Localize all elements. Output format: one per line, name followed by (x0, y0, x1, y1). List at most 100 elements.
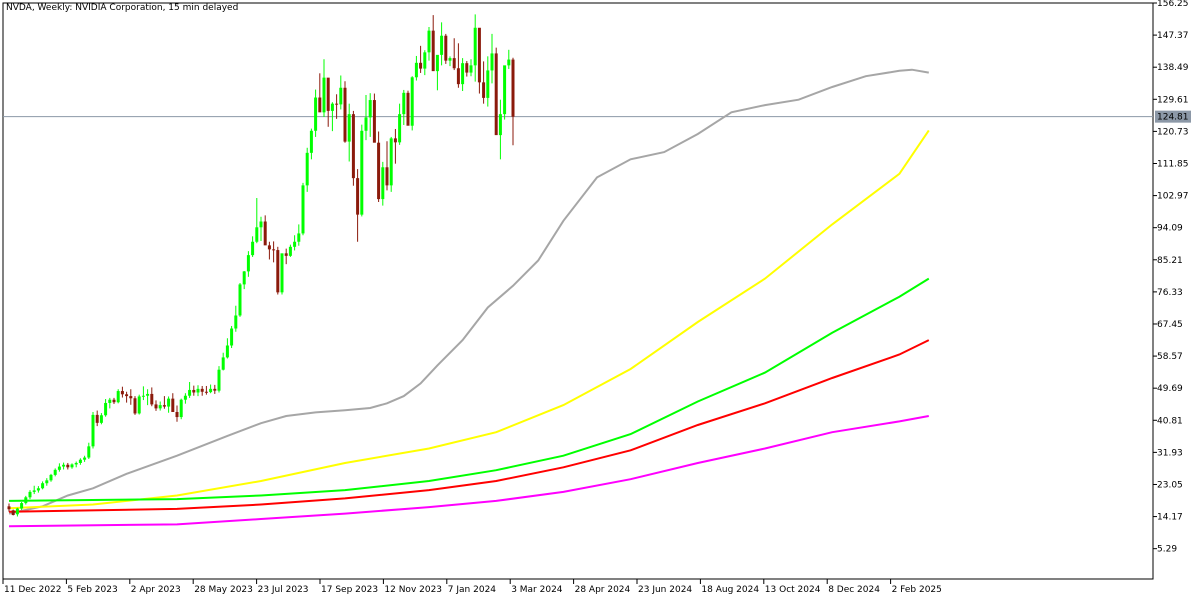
candle-body (116, 391, 120, 403)
candle-body (112, 399, 116, 403)
candle-body (66, 464, 70, 468)
candle-body (347, 114, 351, 142)
candle-body (53, 469, 57, 475)
y-tick-label: 14.17 (1157, 513, 1183, 523)
candle-body (28, 491, 32, 498)
candle-body (104, 402, 108, 416)
candle-body (74, 462, 78, 465)
candle-body (339, 87, 343, 105)
price-tag-label: 124.81 (1157, 113, 1189, 123)
candle-body (503, 65, 507, 115)
candle-body (150, 393, 154, 405)
y-tick-label: 138.49 (1157, 63, 1189, 73)
candle-body (213, 388, 217, 391)
y-tick-label: 111.85 (1157, 159, 1189, 169)
moving-average-line-3 (8, 277, 930, 502)
candle-body (99, 415, 103, 423)
candle-body (246, 255, 250, 272)
candle-body (486, 70, 490, 98)
candle-body (482, 82, 486, 98)
candle-body (95, 414, 99, 423)
candle-body (62, 464, 66, 467)
candle-body (301, 185, 305, 234)
x-tick-label: 11 Dec 2022 (4, 585, 62, 595)
candle-body (200, 388, 204, 392)
candle-body (125, 394, 129, 397)
x-tick-label: 13 Oct 2024 (765, 585, 821, 595)
candle-body (330, 103, 334, 111)
candle-body (146, 393, 150, 396)
candle-body (435, 54, 439, 72)
candle-body (36, 488, 40, 491)
y-tick-label: 147.37 (1157, 31, 1189, 41)
candle-body (406, 92, 410, 126)
candle-body (414, 62, 418, 78)
candle-body (242, 271, 246, 285)
candle-body (343, 87, 347, 142)
candle-body (179, 399, 183, 418)
y-tick-label: 76.33 (1157, 288, 1183, 298)
candle-body (57, 466, 61, 470)
candle-body (204, 391, 208, 393)
candle-body (129, 396, 133, 399)
candle-body (272, 249, 276, 251)
candle-body (137, 396, 141, 414)
candle-body (234, 315, 238, 329)
candle-body (11, 510, 15, 516)
candle-body (141, 395, 145, 397)
candle-body (49, 474, 53, 481)
candle-body (158, 405, 162, 409)
candle-body (381, 167, 385, 200)
candle-body (364, 117, 368, 131)
candle-body (427, 30, 431, 53)
x-tick-label: 23 Jun 2024 (638, 585, 692, 595)
x-tick-label: 12 Nov 2023 (384, 585, 442, 595)
candle-body (368, 100, 372, 118)
candle-body (175, 412, 179, 418)
x-tick-label: 2 Feb 2025 (892, 585, 942, 595)
candle-body (456, 68, 460, 85)
x-tick-label: 17 Sep 2023 (321, 585, 378, 595)
candle-body (267, 245, 271, 250)
candle-body (398, 114, 402, 143)
moving-average-line-1 (8, 68, 929, 515)
candle-body (351, 114, 355, 179)
y-tick-label: 85.21 (1157, 256, 1183, 266)
candle-body (162, 405, 166, 407)
plot-frame (2, 2, 1154, 580)
candle-body (335, 103, 339, 105)
candle-body (276, 250, 280, 293)
candle-body (251, 241, 255, 256)
candle-body (494, 53, 498, 136)
candle-body (461, 63, 465, 85)
candle-body (120, 391, 124, 395)
candle-body (20, 503, 24, 509)
candle-body (473, 27, 477, 66)
y-tick-label: 120.73 (1157, 127, 1189, 137)
candle-body (91, 414, 95, 447)
candle-body (440, 35, 444, 55)
candle-body (284, 253, 288, 256)
candle-body (280, 253, 284, 293)
candle-body (314, 97, 318, 131)
moving-average-line-2 (8, 129, 930, 510)
x-tick-label: 7 Jan 2024 (448, 585, 496, 595)
candle-body (209, 388, 213, 393)
candle-body (444, 35, 448, 61)
candle-body (32, 490, 36, 492)
chart-title: NVDA, Weekly: NVIDIA Corporation, 15 min… (6, 3, 239, 13)
candle-body (297, 233, 301, 242)
candle-body (498, 114, 502, 136)
x-tick-label: 8 Dec 2024 (828, 585, 880, 595)
candle-body (87, 446, 91, 458)
y-tick-label: 156.25 (1157, 0, 1189, 9)
candle-body (154, 404, 158, 409)
candle-body (477, 27, 481, 83)
candle-body (360, 130, 364, 215)
y-tick-label: 31.93 (1157, 448, 1183, 458)
candle-body (389, 138, 393, 186)
candle-body (45, 480, 49, 484)
y-tick-label: 58.57 (1157, 352, 1183, 362)
